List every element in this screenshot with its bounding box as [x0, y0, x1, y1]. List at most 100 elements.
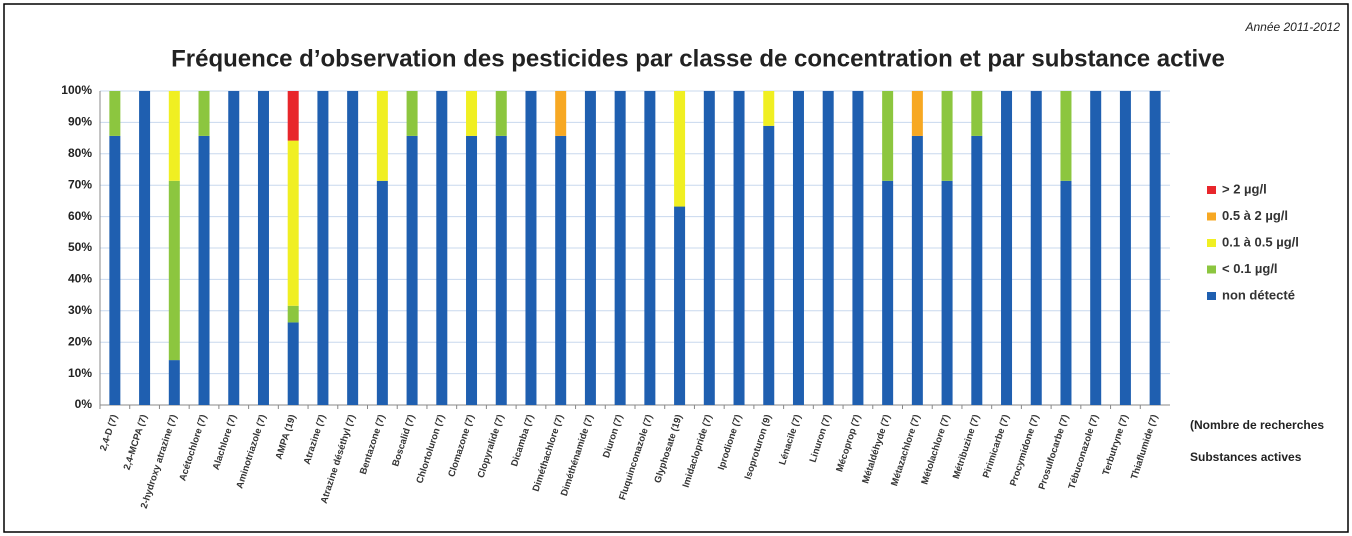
bar-segment: [614, 91, 626, 405]
x-tick-label: Thiaflumide (7): [1129, 413, 1160, 481]
legend-swatch: [1207, 212, 1216, 221]
bar-segment: [1060, 91, 1072, 181]
bar-segment: [495, 135, 507, 406]
bar-segment: [436, 91, 448, 405]
bar-segment: [555, 135, 567, 406]
bar-segment: [1030, 91, 1042, 405]
bar-segment: [257, 91, 269, 405]
chart-title: Fréquence d’observation des pesticides p…: [171, 45, 1225, 72]
bar-segment: [971, 135, 983, 406]
legend-swatch: [1207, 186, 1216, 194]
bar-segment: [406, 135, 418, 406]
bar-segment: [763, 91, 775, 126]
bar-segment: [406, 91, 418, 136]
legend-label: 0.5 à 2 µg/l: [1222, 208, 1288, 223]
bar-segment: [466, 91, 478, 136]
x-tick-label: Métolachlore (7): [919, 413, 952, 486]
bar-segment: [287, 91, 299, 141]
bar-segment: [287, 140, 299, 306]
x-tick-label: Mécoprop (7): [834, 413, 863, 473]
bar-segment: [1090, 91, 1102, 405]
bar-segment: [674, 91, 686, 207]
bar-segment: [763, 125, 775, 405]
legend-label: < 0.1 µg/l: [1222, 261, 1278, 276]
x-tick-label: Lénacile (7): [777, 413, 804, 466]
x-tick-label: Métazachlore (7): [889, 413, 922, 487]
legend-label: non détecté: [1222, 287, 1295, 302]
bar-segment: [495, 91, 507, 136]
bar-segment: [555, 91, 567, 136]
bar-segment: [287, 305, 299, 323]
x-tick-label: Tébuconazole (7): [1067, 413, 1101, 490]
bar-segment: [228, 91, 240, 405]
bar-segment: [911, 91, 923, 136]
frame: [3, 3, 1349, 533]
legend-swatch: [1207, 265, 1216, 274]
legend-swatch: [1207, 292, 1216, 300]
x-tick-label: AMPA (19): [274, 413, 299, 461]
x-tick-label: Bentazone (7): [358, 413, 388, 476]
x-tick-label: Dicamba (7): [509, 413, 536, 468]
x-tick-label: Clopyralide (7): [476, 413, 507, 479]
bar-segment: [882, 180, 894, 405]
x-note: (Nombre de recherches: [1190, 418, 1324, 432]
x-tick-label: Iprodione (7): [716, 413, 744, 471]
y-tick-label: 100%: [61, 83, 92, 97]
bar-segment: [792, 91, 804, 405]
y-tick-label: 10%: [68, 366, 92, 380]
bar-segment: [466, 135, 478, 406]
x-tick-label: Isoproturon (9): [743, 413, 774, 481]
x-tick-label: Procymidone (7): [1008, 413, 1041, 487]
x-tick-label: Acétochlore (7): [177, 413, 209, 482]
bar-segment: [971, 91, 983, 136]
subtitle: Année 2011-2012: [1244, 20, 1340, 34]
bar-segment: [1149, 91, 1161, 405]
x-tick-label: Boscalid (7): [390, 413, 417, 468]
bar-segment: [287, 322, 299, 405]
x-tick-label: Métaldéhyde (7): [860, 413, 893, 485]
x-tick-label: Métribuzine (7): [951, 413, 982, 480]
x-tick-label: Alachlore (7): [211, 413, 239, 471]
legend-label: > 2 µg/l: [1222, 181, 1267, 196]
legend-label: 0.1 à 0.5 µg/l: [1222, 234, 1299, 249]
x-tick-label: Diméthénamide (7): [559, 413, 596, 497]
x-tick-label: Clomazone (7): [446, 413, 477, 478]
bar-segment: [317, 91, 329, 405]
x-tick-label: Chlortoluron (7): [414, 413, 447, 485]
x-tick-label: 2,4-MCPA (7): [122, 413, 150, 471]
y-tick-label: 40%: [68, 272, 92, 286]
y-tick-label: 0%: [75, 397, 93, 411]
bar-segment: [584, 91, 596, 405]
x-tick-label: Atrazine (7): [302, 413, 328, 466]
bar-segment: [1001, 91, 1013, 405]
x-tick-label: Fluquinconazole (7): [617, 413, 655, 501]
y-tick-label: 50%: [68, 240, 92, 254]
bar-segment: [852, 91, 864, 405]
x-tick-label: Linuron (7): [808, 413, 834, 464]
x-tick-label: Terbutryne (7): [1101, 413, 1131, 476]
x-tick-label: Glyphosate (19): [652, 413, 684, 484]
y-tick-label: 60%: [68, 209, 92, 223]
bar-segment: [674, 206, 686, 405]
bar-segment: [168, 360, 180, 405]
bar-segment: [941, 180, 953, 405]
bar-segment: [198, 91, 210, 136]
bar-segment: [198, 135, 210, 406]
bar-segment: [168, 91, 180, 181]
bar-segment: [703, 91, 715, 405]
bar-segment: [911, 135, 923, 406]
bar-segment: [525, 91, 537, 405]
y-tick-label: 70%: [68, 177, 92, 191]
y-tick-label: 90%: [68, 115, 92, 129]
x-tick-label: Prosulfocarbe (7): [1037, 413, 1072, 491]
x-tick-label: Pirimicarbe (7): [981, 413, 1012, 479]
y-tick-label: 20%: [68, 334, 92, 348]
x-tick-label: Diuron (7): [601, 413, 625, 459]
legend-swatch: [1207, 239, 1216, 247]
bar-segment: [644, 91, 656, 405]
x-tick-label: Diméthachlore (7): [531, 413, 566, 493]
bar-segment: [941, 91, 953, 181]
y-tick-label: 80%: [68, 146, 92, 160]
bar-segment: [376, 91, 388, 181]
